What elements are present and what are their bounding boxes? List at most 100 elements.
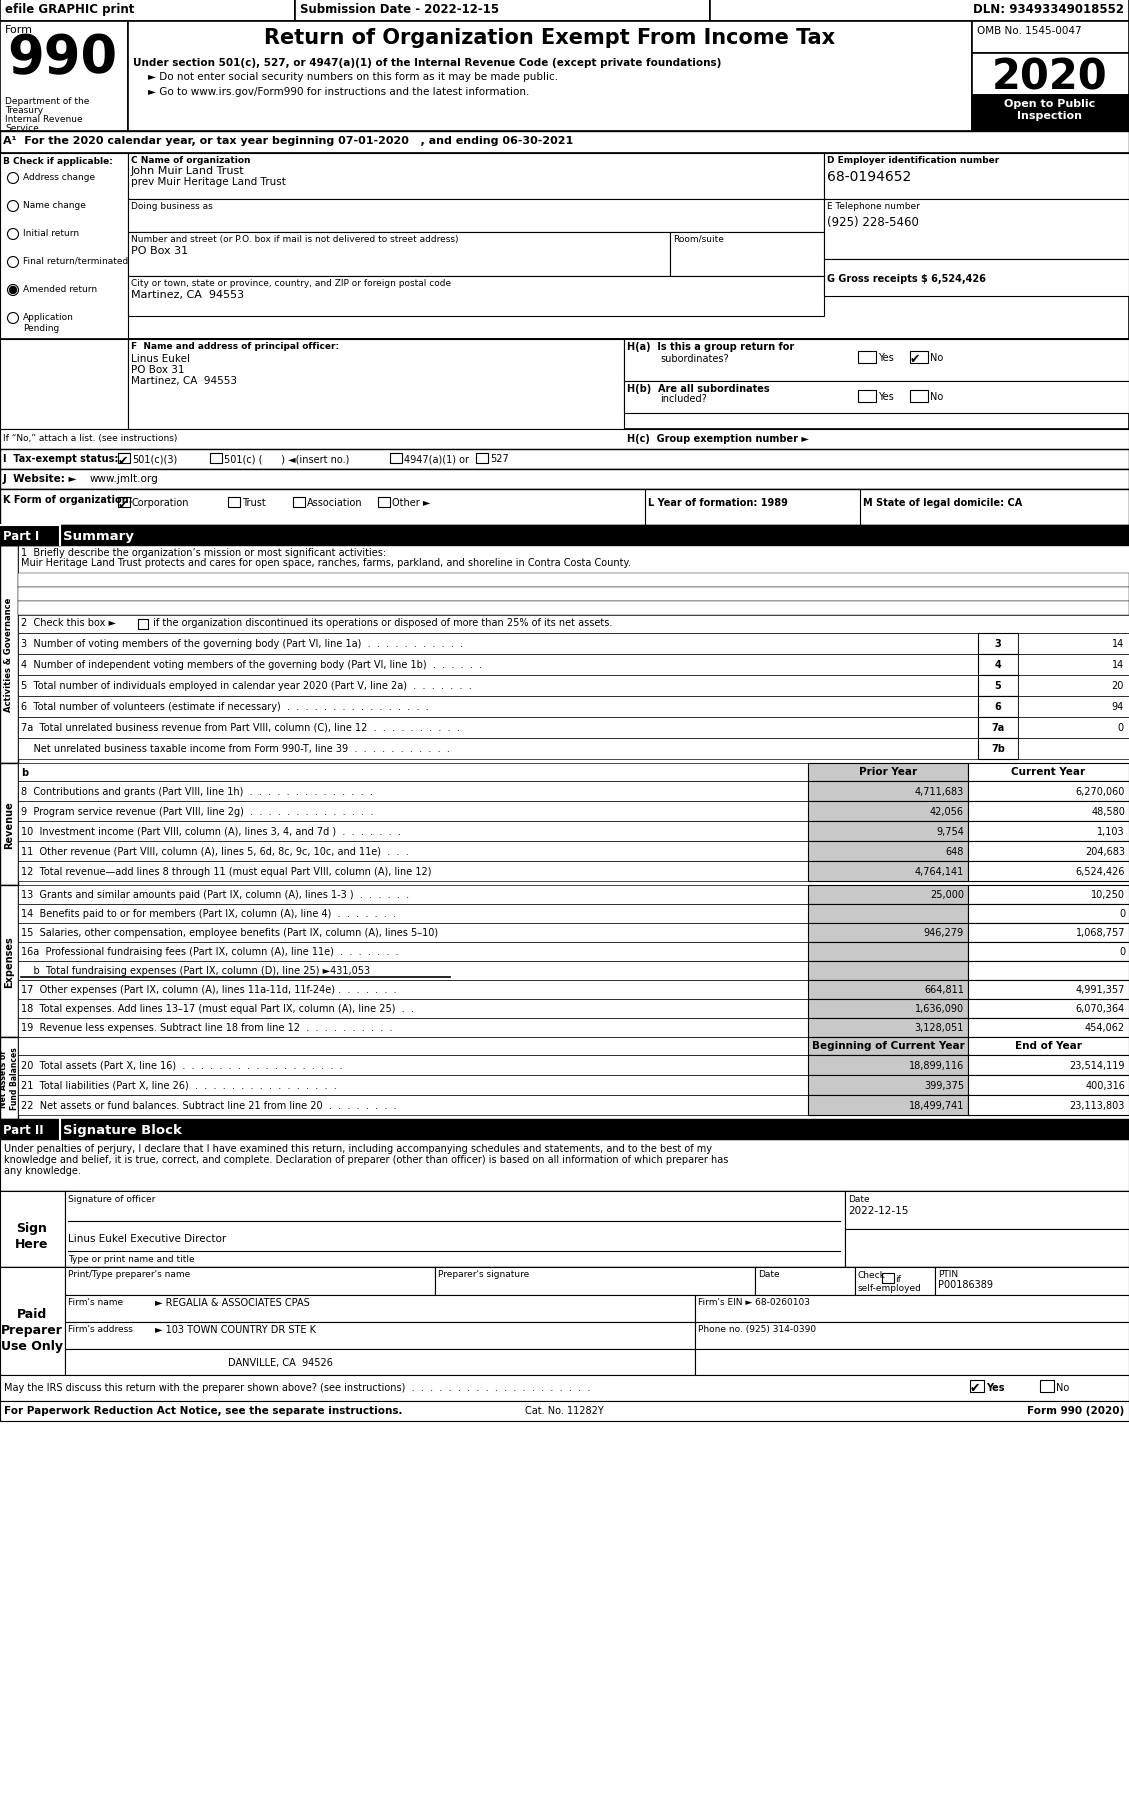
Circle shape bbox=[8, 201, 18, 213]
Bar bbox=[18, 782, 808, 802]
Text: I  Tax-exempt status:: I Tax-exempt status: bbox=[3, 454, 119, 464]
Text: No: No bbox=[930, 392, 943, 401]
Bar bbox=[808, 782, 968, 802]
Bar bbox=[968, 802, 1129, 822]
Bar bbox=[0, 0, 295, 22]
Bar bbox=[0, 526, 1129, 546]
Text: Preparer's signature: Preparer's signature bbox=[438, 1269, 530, 1278]
Bar bbox=[978, 717, 1018, 739]
Text: H(a)  Is this a group return for: H(a) Is this a group return for bbox=[627, 342, 794, 352]
Text: 42,056: 42,056 bbox=[930, 806, 964, 817]
Text: 4,764,141: 4,764,141 bbox=[914, 867, 964, 876]
Bar bbox=[128, 22, 972, 132]
Text: Yes: Yes bbox=[878, 392, 894, 401]
Text: 6,524,426: 6,524,426 bbox=[1076, 867, 1124, 876]
Bar bbox=[390, 454, 402, 464]
Bar bbox=[0, 1375, 1129, 1400]
Bar bbox=[0, 1037, 18, 1119]
Bar bbox=[808, 764, 968, 782]
Bar bbox=[18, 654, 978, 676]
Text: 23,113,803: 23,113,803 bbox=[1069, 1100, 1124, 1109]
Text: Date: Date bbox=[758, 1269, 780, 1278]
Bar bbox=[1018, 654, 1129, 676]
Bar bbox=[910, 390, 928, 403]
Text: (925) 228-5460: (925) 228-5460 bbox=[828, 215, 919, 229]
Bar bbox=[18, 676, 978, 698]
Text: Department of the: Department of the bbox=[5, 98, 89, 107]
Text: 648: 648 bbox=[946, 846, 964, 857]
Text: 14  Benefits paid to or for members (Part IX, column (A), line 4)  .  .  .  .  .: 14 Benefits paid to or for members (Part… bbox=[21, 909, 396, 918]
Text: 15  Salaries, other compensation, employee benefits (Part IX, column (A), lines : 15 Salaries, other compensation, employe… bbox=[21, 927, 438, 938]
Bar bbox=[808, 1075, 968, 1095]
Text: PO Box 31: PO Box 31 bbox=[131, 246, 189, 257]
Text: G Gross receipts $ 6,524,426: G Gross receipts $ 6,524,426 bbox=[828, 275, 986, 284]
Text: Linus Eukel Executive Director: Linus Eukel Executive Director bbox=[68, 1234, 226, 1243]
Text: Current Year: Current Year bbox=[1012, 766, 1086, 777]
Text: Firm's name: Firm's name bbox=[68, 1297, 123, 1306]
Text: if the organization discontinued its operations or disposed of more than 25% of : if the organization discontinued its ope… bbox=[150, 618, 612, 627]
Text: 21  Total liabilities (Part X, line 26)  .  .  .  .  .  .  .  .  .  .  .  .  .  : 21 Total liabilities (Part X, line 26) .… bbox=[21, 1081, 336, 1090]
Bar bbox=[1040, 1381, 1054, 1391]
Bar bbox=[978, 739, 1018, 759]
Bar bbox=[65, 1296, 695, 1323]
Text: prev Muir Heritage Land Trust: prev Muir Heritage Land Trust bbox=[131, 177, 286, 186]
Text: H(b)  Are all subordinates: H(b) Are all subordinates bbox=[627, 383, 770, 394]
Text: Form 990 (2020): Form 990 (2020) bbox=[1026, 1406, 1124, 1415]
Bar bbox=[295, 0, 710, 22]
Bar bbox=[228, 497, 240, 508]
Text: self-employed: self-employed bbox=[858, 1283, 922, 1292]
Text: No: No bbox=[1056, 1382, 1069, 1391]
Bar bbox=[0, 490, 1129, 526]
Bar bbox=[1018, 634, 1129, 654]
Text: Trust: Trust bbox=[242, 497, 265, 508]
Text: 4,711,683: 4,711,683 bbox=[914, 786, 964, 797]
Bar bbox=[65, 1191, 844, 1267]
Text: Paid
Preparer
Use Only: Paid Preparer Use Only bbox=[1, 1306, 63, 1352]
Bar bbox=[808, 999, 968, 1019]
Bar bbox=[808, 1019, 968, 1037]
Text: Martinez, CA  94553: Martinez, CA 94553 bbox=[131, 289, 244, 300]
Text: Submission Date - 2022-12-15: Submission Date - 2022-12-15 bbox=[300, 4, 499, 16]
Text: 10,250: 10,250 bbox=[1091, 889, 1124, 900]
Bar bbox=[65, 1350, 695, 1375]
Text: b  Total fundraising expenses (Part IX, column (D), line 25) ►431,053: b Total fundraising expenses (Part IX, c… bbox=[21, 965, 370, 976]
Bar bbox=[824, 201, 1129, 260]
Bar bbox=[0, 1191, 65, 1267]
Text: 7a  Total unrelated business revenue from Part VIII, column (C), line 12  .  .  : 7a Total unrelated business revenue from… bbox=[21, 723, 460, 732]
Bar bbox=[138, 620, 148, 629]
Circle shape bbox=[8, 313, 18, 323]
Bar bbox=[824, 154, 1129, 201]
Text: 6,070,364: 6,070,364 bbox=[1076, 1003, 1124, 1014]
Text: 17  Other expenses (Part IX, column (A), lines 11a-11d, 11f-24e) .  .  .  .  .  : 17 Other expenses (Part IX, column (A), … bbox=[21, 985, 396, 994]
Bar bbox=[808, 943, 968, 961]
Bar bbox=[808, 923, 968, 943]
Text: 23,514,119: 23,514,119 bbox=[1069, 1061, 1124, 1070]
Text: H(c)  Group exemption number ►: H(c) Group exemption number ► bbox=[627, 434, 808, 445]
Text: any knowledge.: any knowledge. bbox=[5, 1166, 81, 1175]
Text: Yes: Yes bbox=[986, 1382, 1005, 1391]
Text: 12  Total revenue—add lines 8 through 11 (must equal Part VIII, column (A), line: 12 Total revenue—add lines 8 through 11 … bbox=[21, 867, 431, 876]
Bar bbox=[128, 233, 669, 276]
Text: Application
Pending: Application Pending bbox=[23, 313, 73, 332]
Text: 18  Total expenses. Add lines 13–17 (must equal Part IX, column (A), line 25)  .: 18 Total expenses. Add lines 13–17 (must… bbox=[21, 1003, 414, 1014]
Text: 9,754: 9,754 bbox=[936, 826, 964, 837]
Text: 0: 0 bbox=[1119, 909, 1124, 918]
Circle shape bbox=[8, 173, 18, 184]
Text: B Check if applicable:: B Check if applicable: bbox=[3, 157, 113, 166]
Text: No: No bbox=[930, 352, 943, 363]
Text: 18,899,116: 18,899,116 bbox=[909, 1061, 964, 1070]
Text: Net unrelated business taxable income from Form 990-T, line 39  .  .  .  .  .  .: Net unrelated business taxable income fr… bbox=[21, 744, 449, 754]
Text: knowledge and belief, it is true, correct, and complete. Declaration of preparer: knowledge and belief, it is true, correc… bbox=[5, 1155, 728, 1164]
Bar bbox=[0, 1140, 1129, 1191]
Text: Prior Year: Prior Year bbox=[859, 766, 917, 777]
Bar bbox=[968, 961, 1129, 981]
Bar bbox=[755, 1267, 855, 1296]
Bar bbox=[0, 154, 1129, 340]
Text: 4947(a)(1) or: 4947(a)(1) or bbox=[404, 454, 469, 464]
Text: Part I: Part I bbox=[3, 529, 40, 542]
Text: www.jmlt.org: www.jmlt.org bbox=[90, 473, 159, 484]
Bar bbox=[18, 634, 978, 654]
Text: 16a  Professional fundraising fees (Part IX, column (A), line 11e)  .  .  .  .  : 16a Professional fundraising fees (Part … bbox=[21, 947, 399, 956]
Text: ► 103 TOWN COUNTRY DR STE K: ► 103 TOWN COUNTRY DR STE K bbox=[155, 1325, 316, 1334]
Text: Cat. No. 11282Y: Cat. No. 11282Y bbox=[525, 1406, 603, 1415]
